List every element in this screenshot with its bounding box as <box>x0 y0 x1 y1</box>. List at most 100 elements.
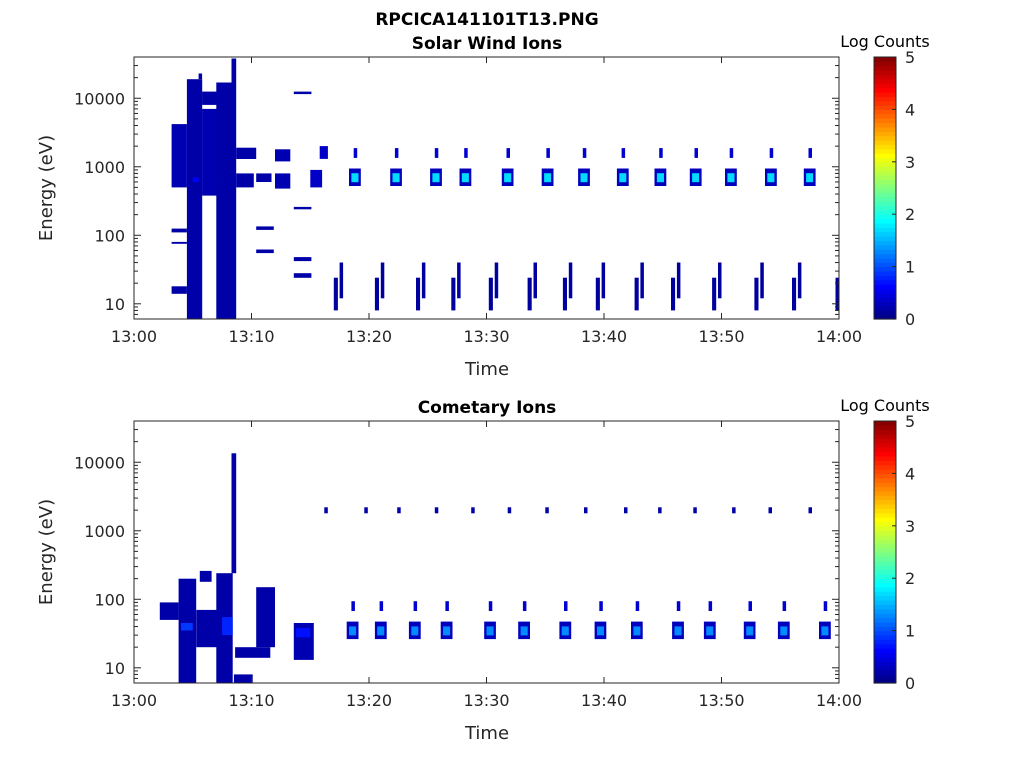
colorbar-segment <box>874 665 896 671</box>
data-cell <box>231 453 237 574</box>
data-cell <box>564 601 568 611</box>
x-tick-label: 14:00 <box>816 327 862 346</box>
colorbar-segment <box>874 460 896 466</box>
data-cell <box>432 173 440 183</box>
x-tick-label: 13:20 <box>346 691 392 710</box>
data-cell <box>364 507 368 514</box>
data-cell <box>293 206 312 210</box>
colorbar-segment <box>874 196 896 202</box>
colorbar-segment <box>874 144 896 150</box>
colorbar-segment <box>874 83 896 89</box>
colorbar-segment <box>874 573 896 579</box>
data-cell <box>835 277 839 311</box>
colorbar-segment <box>874 161 896 167</box>
colorbar-tick-label: 4 <box>905 100 915 119</box>
data-cell <box>171 286 187 294</box>
colorbar-segment <box>874 192 896 198</box>
colorbar-segment <box>874 455 896 461</box>
panel-cometary-ions: Cometary Ions 13:00 13:10 13:20 13:30 13:40 1… <box>36 396 930 744</box>
colorbar-frame <box>873 56 897 320</box>
colorbar-segment <box>874 253 896 259</box>
data-cell <box>520 626 528 636</box>
data-cell <box>374 277 379 311</box>
colorbar-segment <box>874 613 896 619</box>
colorbar-segment <box>874 477 896 483</box>
data-cell <box>658 507 662 514</box>
data-cell <box>171 228 187 233</box>
colorbar-segment <box>874 227 896 233</box>
data-cell <box>416 277 421 311</box>
figure-title: RPCICA141101T13.PNG <box>375 10 598 30</box>
colorbar-segment <box>874 547 896 553</box>
colorbar-segment <box>874 678 896 684</box>
x-tick-label: 13:50 <box>698 327 744 346</box>
colorbar-segment <box>874 218 896 224</box>
data-cell <box>222 617 233 636</box>
colorbar: 0 1 2 3 4 5 <box>873 412 915 693</box>
colorbar-segment <box>874 183 896 189</box>
y-tick-label: 100 <box>94 226 125 245</box>
data-cell <box>451 277 456 311</box>
colorbar-segment <box>874 314 896 320</box>
colorbar-segment <box>874 525 896 531</box>
panel-title: Solar Wind Ions <box>412 34 563 54</box>
y-tick-label: 1000 <box>84 158 125 177</box>
colorbar-segment <box>874 442 896 448</box>
data-cell <box>413 601 418 611</box>
data-cell <box>533 262 537 299</box>
colorbar-segment <box>874 661 896 667</box>
data-cell <box>504 173 512 183</box>
colorbar-segment <box>874 166 896 172</box>
colorbar-segment <box>874 135 896 141</box>
colorbar-segment <box>874 586 896 592</box>
data-cell <box>797 262 802 299</box>
colorbar-segment <box>874 482 896 488</box>
data-cell <box>595 277 600 311</box>
data-cell <box>561 626 569 636</box>
colorbar-segment <box>874 538 896 544</box>
colorbar-segment <box>874 188 896 193</box>
data-cell <box>178 578 197 683</box>
data-cell <box>445 601 449 611</box>
colorbar-segment <box>874 486 896 492</box>
colorbar-segment <box>874 100 896 106</box>
colorbar-segment <box>874 499 896 505</box>
colorbar-segment <box>874 209 896 215</box>
colorbar-segment <box>874 595 896 601</box>
data-cell <box>640 262 644 299</box>
colorbar-tick-label: 5 <box>905 412 915 431</box>
data-cell <box>196 609 220 648</box>
data-cell <box>310 169 323 188</box>
colorbar-segment <box>874 236 896 241</box>
data-cell <box>693 507 697 514</box>
colorbar-segment <box>874 257 896 263</box>
x-tick-label: 13:10 <box>228 691 274 710</box>
colorbar-segment <box>874 153 896 159</box>
colorbar-segment <box>874 113 896 119</box>
colorbar-segment <box>874 434 896 440</box>
data-cell <box>544 173 552 183</box>
colorbar-segment <box>874 451 896 457</box>
y-tick-label: 1000 <box>84 522 125 541</box>
heatmap-area <box>159 453 831 683</box>
data-cell <box>808 148 812 158</box>
data-cell <box>488 601 493 611</box>
colorbar-title: Log Counts <box>840 32 930 51</box>
data-cell <box>633 626 641 636</box>
colorbar-segment <box>874 517 896 523</box>
colorbar-segment <box>874 288 896 294</box>
data-cell <box>486 626 494 636</box>
data-cell <box>397 507 401 514</box>
colorbar-segment <box>874 74 896 80</box>
axes: 13:00 13:10 13:20 13:30 13:40 13:50 14:00 10 100… <box>74 420 862 710</box>
x-axis-label: Time <box>464 723 509 744</box>
colorbar-segment <box>874 275 896 281</box>
colorbar-segment <box>874 608 896 614</box>
colorbar-segment <box>874 447 896 453</box>
data-cell <box>236 173 254 188</box>
colorbar-segment <box>874 429 896 435</box>
colorbar-segment <box>874 131 896 137</box>
data-cell <box>380 262 385 299</box>
colorbar-frame <box>873 420 897 684</box>
data-cell <box>562 277 567 311</box>
